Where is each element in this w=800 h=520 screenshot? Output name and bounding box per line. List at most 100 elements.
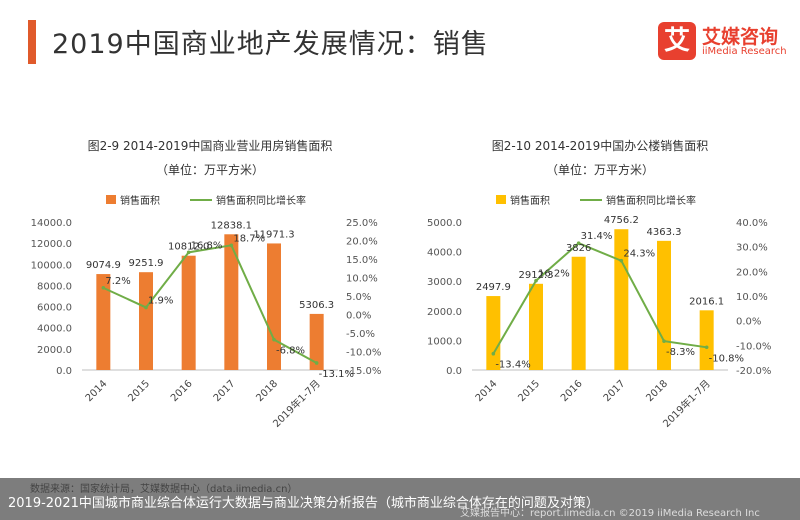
legend-label-bar: 销售面积	[510, 194, 550, 207]
chart-subtitle: （单位：万平方米）	[156, 162, 264, 177]
left-tick-label: 14000.0	[31, 218, 72, 229]
report-caption: 2019-2021中国城市商业综合体运行大数据与商业决策分析报告（城市商业综合体…	[8, 496, 599, 511]
growth-value-label: -10.8%	[709, 353, 744, 364]
logo-mark: 艾	[658, 22, 696, 60]
left-tick-label: 10000.0	[31, 260, 72, 271]
title-accent-bar	[28, 20, 36, 64]
right-tick-label: -15.0%	[346, 366, 381, 377]
left-tick-label: 2000.0	[427, 307, 462, 318]
left-tick-label: 0.0	[56, 366, 72, 377]
chart-office-sales: 图2-10 2014-2019中国办公楼销售面积 （单位：万平方米） 销售面积 销售面…	[427, 138, 771, 430]
data-source: 数据来源：国家统计局，艾媒数据中心（data.iimedia.cn）	[30, 484, 298, 495]
growth-point	[619, 258, 624, 263]
x-category-label: 2018	[644, 378, 670, 404]
x-category-label: 2014	[474, 378, 500, 404]
right-tick-label: 10.0%	[346, 274, 378, 285]
legend-label-line: 销售面积同比增长率	[216, 194, 306, 207]
growth-value-label: 16.2%	[538, 269, 570, 280]
bar	[309, 313, 324, 370]
bar-value-label: 2016.1	[689, 296, 724, 307]
bar	[224, 234, 239, 370]
bar	[657, 240, 671, 370]
bar	[699, 310, 714, 370]
bar	[571, 256, 586, 370]
chart-panel-commercial: 图2-9 2014-2019中国商业营业用房销售面积 （单位：万平方米） 销售面积 销…	[20, 132, 400, 452]
x-category-label: 2015	[516, 378, 542, 404]
right-tick-label: -5.0%	[346, 329, 375, 340]
report-center-credit: 艾媒报告中心：report.iimedia.cn ©2019 iiMedia R…	[460, 508, 760, 519]
bar	[96, 274, 111, 370]
logo-name-cn: 艾媒咨询	[702, 26, 779, 48]
left-tick-label: 3000.0	[427, 277, 462, 288]
bar-value-label: 11971.3	[253, 229, 294, 240]
growth-line	[492, 242, 707, 355]
right-tick-label: 10.0%	[736, 292, 768, 303]
growth-point	[491, 351, 496, 356]
chart-title: 图2-10 2014-2019中国办公楼销售面积	[492, 138, 708, 153]
growth-value-label: 1.9%	[148, 295, 173, 306]
growth-value-label: 16.8%	[191, 240, 223, 251]
x-category-label: 2014	[84, 378, 110, 404]
right-tick-label: 30.0%	[736, 243, 768, 254]
bar	[139, 272, 153, 370]
bar-value-label: 2497.9	[476, 282, 511, 293]
growth-point	[229, 243, 234, 248]
growth-value-label: -8.3%	[666, 347, 695, 358]
chart-title: 图2-9 2014-2019中国商业营业用房销售面积	[88, 138, 333, 153]
right-tick-label: 20.0%	[736, 267, 768, 278]
x-category-label: 2017	[212, 378, 238, 404]
left-tick-label: 8000.0	[37, 281, 72, 292]
x-category-label: 2017	[602, 378, 628, 404]
growth-value-label: -13.1%	[319, 369, 354, 380]
bar-value-label: 9251.9	[129, 258, 164, 269]
bar-value-label: 5306.3	[299, 300, 334, 311]
bar-value-label: 3826	[566, 243, 591, 254]
legend-label-bar: 销售面积	[120, 194, 160, 207]
growth-value-label: 18.7%	[233, 233, 265, 244]
left-tick-label: 6000.0	[37, 303, 72, 314]
x-category-label: 2018	[254, 378, 280, 404]
right-tick-label: -10.0%	[346, 348, 381, 359]
left-tick-label: 0.0	[446, 366, 462, 377]
chart-panel-office: 图2-10 2014-2019中国办公楼销售面积 （单位：万平方米） 销售面积 销售面…	[410, 132, 790, 452]
growth-line	[102, 244, 318, 364]
bar-value-label: 9074.9	[86, 260, 121, 271]
bar	[614, 229, 629, 370]
left-tick-label: 5000.0	[427, 218, 462, 229]
growth-value-label: 31.4%	[581, 231, 613, 242]
right-tick-label: 0.0%	[346, 311, 371, 322]
bar	[486, 296, 501, 370]
growth-value-label: -13.4%	[495, 360, 530, 371]
growth-point	[704, 345, 709, 350]
page-title: 2019中国商业地产发展情况：销售	[52, 29, 489, 60]
chart-subtitle: （单位：万平方米）	[546, 162, 654, 177]
bar	[529, 283, 543, 370]
legend-swatch-bar	[106, 195, 116, 204]
growth-point	[101, 286, 106, 290]
footer-band	[0, 478, 800, 520]
bar-value-label: 10812.0	[168, 242, 209, 253]
growth-value-label: 24.3%	[623, 249, 655, 260]
bar-value-label: 4363.3	[647, 227, 682, 238]
growth-point	[144, 305, 148, 310]
logo-name-en: iiMedia Research	[702, 46, 787, 57]
right-tick-label: 25.0%	[346, 218, 378, 229]
right-tick-label: 20.0%	[346, 237, 378, 248]
right-tick-label: -10.0%	[736, 341, 771, 352]
left-tick-label: 4000.0	[427, 248, 462, 259]
right-tick-label: 15.0%	[346, 255, 378, 266]
growth-point	[662, 339, 666, 343]
bar-value-label: 2912.3	[519, 270, 554, 281]
bar-value-label: 4756.2	[604, 215, 639, 226]
x-category-label: 2016	[169, 378, 195, 404]
left-tick-label: 1000.0	[427, 336, 462, 347]
right-tick-label: -20.0%	[736, 366, 771, 377]
legend-swatch-bar	[496, 195, 506, 204]
growth-point	[186, 250, 191, 255]
growth-value-label: 7.2%	[105, 276, 130, 287]
x-category-label: 2016	[559, 378, 585, 404]
bar	[181, 255, 196, 370]
growth-point	[576, 241, 581, 246]
left-tick-label: 2000.0	[37, 345, 72, 356]
right-tick-label: 5.0%	[346, 292, 371, 303]
